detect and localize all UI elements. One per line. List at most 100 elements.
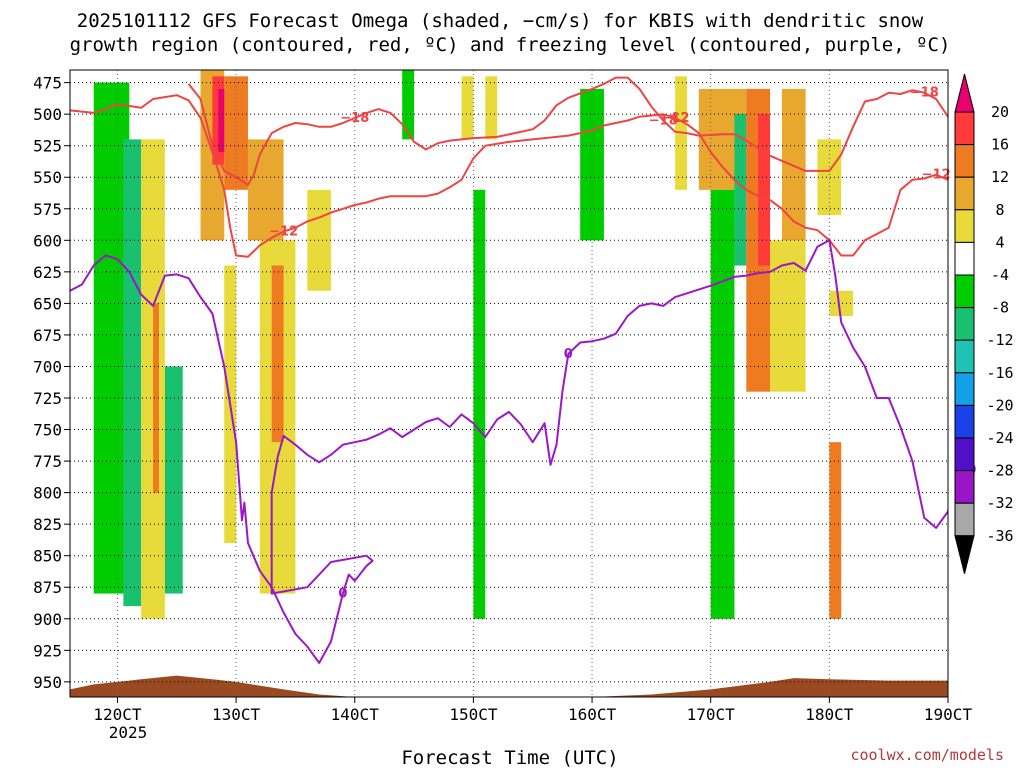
colorbar: 20 16 12 8 4 -4 -8 -12 -16 -20 -24 -28 -32 -36	[954, 73, 1014, 574]
y-tick-label: 550	[33, 168, 62, 187]
y-tick-label: 875	[33, 578, 62, 597]
y-tick-label: 800	[33, 484, 62, 503]
y-tick-label: 475	[33, 74, 62, 93]
contour-line	[70, 94, 948, 258]
colorbar-swatch	[954, 274, 975, 309]
shaded-cell	[758, 114, 771, 266]
colorbar-swatch	[954, 404, 975, 439]
shaded-cell	[461, 76, 474, 140]
x-tick-label: 140CT	[331, 705, 380, 724]
shaded-cell	[829, 442, 842, 619]
chart-title-line1: 2025101112 GFS Forecast Omega (shaded, −…	[77, 10, 924, 32]
colorbar-label: -16	[986, 364, 1013, 382]
plot-area: −12−12−12−18−18−18000	[69, 69, 1024, 698]
shaded-cell	[485, 76, 498, 140]
y-tick-label: 900	[33, 610, 62, 629]
x-axis: 120CT 130CT 140CT 150CT 160CT 170CT 180CT 190CT	[93, 697, 972, 724]
shaded-cell	[402, 70, 415, 140]
shaded-cell	[1019, 240, 1024, 290]
y-tick-label: 700	[33, 357, 62, 376]
colorbar-label: -36	[986, 527, 1013, 545]
shaded-cell	[218, 88, 228, 153]
y-tick-label: 500	[33, 105, 62, 124]
colorbar-label: 4	[995, 233, 1004, 251]
y-tick-label: 775	[33, 452, 62, 471]
y-tick-label: 850	[33, 547, 62, 566]
contour-label: −18	[649, 113, 678, 128]
x-tick-label: 170CT	[687, 705, 736, 724]
colorbar-swatch	[954, 372, 975, 406]
y-tick-label: 600	[33, 231, 62, 250]
x-tick-label: 120CT	[93, 705, 142, 724]
y-tick-label: 675	[33, 326, 62, 345]
colorbar-label: -20	[986, 396, 1013, 414]
contour-label: −12	[661, 111, 690, 126]
shaded-cell	[580, 88, 604, 241]
shaded-cell	[247, 139, 284, 241]
contour-label: −12	[922, 168, 951, 183]
x-tick-label: 150CT	[449, 705, 498, 724]
terrain	[70, 675, 948, 697]
colorbar-label: -4	[991, 266, 1009, 284]
colorbar-label: -32	[986, 494, 1013, 512]
colorbar-swatch	[954, 502, 975, 537]
x-axis-label: Forecast Time (UTC)	[401, 747, 618, 768]
colorbar-bottom-arrow	[954, 535, 975, 574]
colorbar-swatch	[954, 307, 975, 341]
x-tick-label: 160CT	[568, 705, 617, 724]
contour-label: −18	[910, 86, 939, 101]
x-year-label: 2025	[109, 723, 148, 742]
shaded-cell	[770, 240, 806, 392]
colorbar-swatch	[954, 111, 975, 146]
x-tick-label: 190CT	[924, 705, 973, 724]
colorbar-label: 12	[991, 168, 1009, 186]
shaded-cell	[734, 114, 747, 266]
y-tick-label: 725	[33, 389, 62, 408]
y-tick-label: 650	[33, 294, 62, 313]
contour-line	[70, 239, 948, 664]
credit-text: coolwx.com/models	[850, 746, 1004, 764]
shaded-cell	[153, 303, 159, 493]
colorbar-label: -24	[986, 429, 1013, 447]
colorbar-swatch	[954, 209, 975, 243]
x-tick-label: 180CT	[805, 705, 854, 724]
colorbar-label: 20	[991, 103, 1009, 121]
shaded-cell	[710, 189, 735, 619]
y-tick-label: 950	[33, 673, 62, 692]
chart-title-line2: growth region (contoured, red, ºC) and f…	[70, 34, 951, 56]
colorbar-swatch	[954, 144, 975, 178]
colorbar-label: -28	[986, 462, 1013, 480]
colorbar-top-arrow	[954, 73, 975, 113]
colorbar-swatch	[954, 339, 975, 374]
colorbar-label: -8	[991, 299, 1009, 317]
contour-label: −12	[269, 224, 298, 239]
shaded-cell	[123, 139, 142, 607]
colorbar-swatch	[954, 470, 975, 504]
y-tick-label: 925	[33, 641, 62, 660]
shaded-cell	[224, 76, 248, 190]
plot-frame	[69, 69, 949, 698]
y-tick-label: 525	[33, 137, 62, 156]
contours	[70, 76, 948, 664]
shaded-cell	[473, 189, 486, 619]
terrain-band	[70, 675, 948, 697]
y-tick-label: 625	[33, 263, 62, 282]
colorbar-label: -12	[986, 331, 1013, 349]
y-tick-label: 575	[33, 200, 62, 219]
colorbar-swatch	[954, 241, 975, 276]
colorbar-label: 16	[991, 136, 1009, 154]
shaded-cell	[781, 88, 806, 241]
y-tick-label: 750	[33, 421, 62, 440]
colorbar-swatch	[954, 176, 975, 211]
shaded-cell	[164, 366, 183, 594]
omega-shading	[93, 70, 1024, 619]
shaded-cell	[829, 290, 854, 317]
y-tick-label: 825	[33, 515, 62, 534]
contour-label: 0	[338, 587, 347, 602]
shaded-cell	[817, 139, 842, 216]
contour-line	[187, 76, 948, 186]
colorbar-swatch	[954, 437, 975, 472]
y-axis: 475 500 525 550 575 600 625 650 675 700 725 750 775 8…	[33, 74, 70, 692]
contour-label: 0	[564, 347, 573, 362]
